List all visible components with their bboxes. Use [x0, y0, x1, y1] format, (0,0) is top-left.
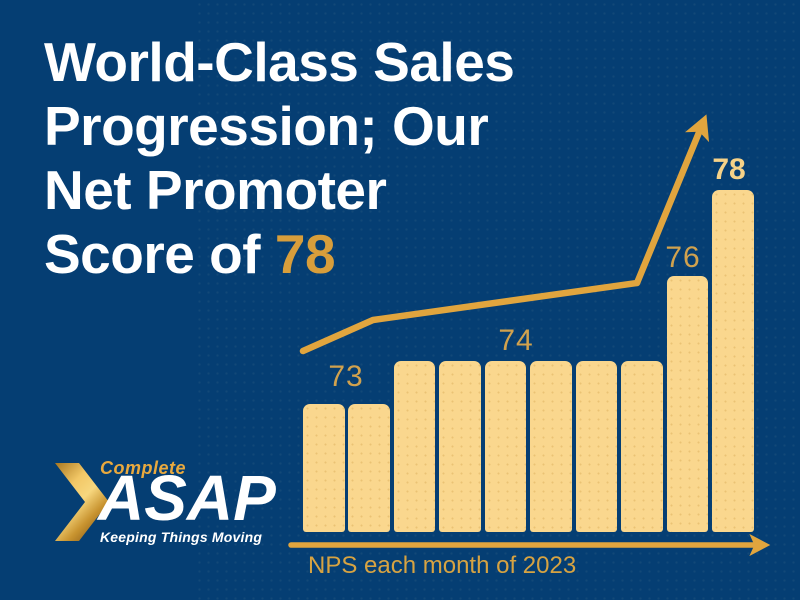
bar-month-4: [439, 361, 481, 532]
logo-text-complete: Complete: [100, 458, 187, 478]
bar-month-3: [393, 361, 436, 532]
headline-line-1: World-Class Sales: [44, 31, 515, 93]
bar-value-label-73: 73: [328, 360, 364, 393]
bar-month-9: [666, 275, 709, 532]
bar-value-label-78: 78: [712, 153, 746, 186]
bar-month-5: [484, 361, 527, 532]
bar-value-label-76: 76: [665, 241, 701, 274]
bar-month-7: [575, 361, 618, 532]
bar-month-6: [530, 361, 572, 532]
bar-value-label-74: 74: [498, 324, 534, 357]
logo-tagline: Keeping Things Moving: [100, 529, 263, 545]
company-logo: Complete ASAP Keeping Things Moving: [54, 458, 284, 553]
chevron-icon: [55, 463, 109, 541]
bar-month-2: [348, 403, 390, 532]
logo-text-asap: ASAP: [98, 462, 276, 534]
x-axis-label: NPS each month of 2023: [308, 552, 577, 579]
bar-month-1: [303, 403, 345, 532]
headline-line-4-prefix: Score of: [44, 223, 261, 285]
bar-month-10: [712, 190, 754, 532]
bar-month-8: [621, 361, 663, 532]
